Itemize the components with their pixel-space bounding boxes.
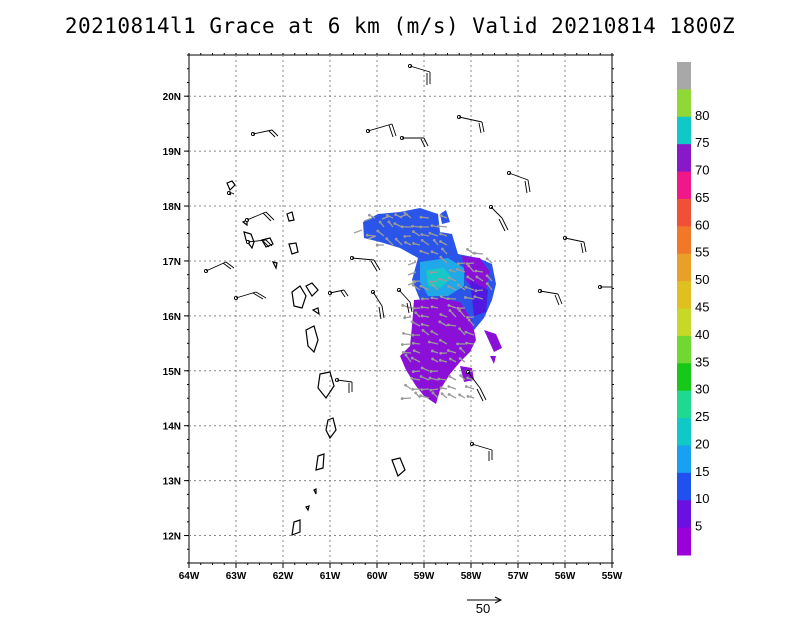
colorbar-label: 15 [695, 464, 709, 479]
lon-tick-label: 57W [508, 571, 529, 582]
colorbar-label: 25 [695, 409, 709, 424]
lat-tick-label: 13N [163, 477, 181, 488]
colorbar-swatch [677, 144, 691, 173]
wind-barbs [203, 63, 612, 461]
colorbar-label: 40 [695, 327, 709, 342]
lat-tick-label: 15N [163, 367, 181, 378]
lon-tick-label: 60W [367, 571, 388, 582]
colorbar-label: 60 [695, 217, 709, 232]
lon-tick-label: 56W [555, 571, 576, 582]
colorbar-swatch [677, 445, 691, 474]
colorbar-swatch [677, 89, 691, 118]
colorbar-swatch [677, 281, 691, 309]
reference-vector-label: 50 [476, 601, 490, 616]
colorbar-swatch [677, 472, 691, 501]
colorbar-swatch [677, 335, 691, 364]
colorbar-swatch [677, 253, 691, 282]
colorbar-label: 50 [695, 272, 709, 287]
colorbar-swatch [677, 171, 691, 200]
colorbar-label: 75 [695, 135, 709, 150]
colorbar-label: 70 [695, 163, 709, 178]
lon-tick-label: 61W [320, 571, 341, 582]
colorbar-label: 55 [695, 245, 709, 260]
colorbar-swatch [677, 62, 691, 90]
colorbar-swatch [677, 226, 691, 255]
lon-tick-label: 62W [273, 571, 294, 582]
coastline [226, 180, 406, 536]
lon-tick-label: 55W [602, 571, 623, 582]
colorbar-label: 5 [695, 519, 702, 534]
colorbar-swatch [677, 308, 691, 337]
colorbar-swatch [677, 390, 691, 419]
reference-vector: 50 [467, 596, 503, 616]
colorbar-swatch [677, 198, 691, 227]
colorbar-swatch [677, 527, 691, 556]
colorbar-label: 10 [695, 491, 709, 506]
colorbar: 5 10 15 20 25 30 35 40 45 50 55 60 65 70 75 80 [677, 62, 709, 556]
colorbar-swatch [677, 418, 691, 446]
lon-tick-label: 64W [179, 571, 200, 582]
colorbar-label: 65 [695, 190, 709, 205]
colorbar-swatch [677, 500, 691, 529]
lat-tick-label: 19N [163, 147, 181, 158]
lat-tick-label: 14N [163, 422, 181, 433]
colorbar-swatch [677, 363, 691, 392]
map-axes: 64W 63W 62W 61W 60W 59W 58W 57W 56W 55W 20N 19N 18N 1… [163, 53, 623, 582]
lat-tick-label: 12N [163, 532, 181, 543]
wind-vectors [353, 211, 493, 400]
colorbar-label: 45 [695, 300, 709, 315]
colorbar-label: 30 [695, 382, 709, 397]
lat-tick-label: 18N [163, 202, 181, 213]
colorbar-label: 35 [695, 354, 709, 369]
colorbar-swatch [677, 116, 691, 145]
map-frame [188, 54, 613, 564]
lon-tick-label: 59W [414, 571, 435, 582]
colorbar-label: 80 [695, 108, 709, 123]
lat-tick-label: 20N [163, 92, 181, 103]
lon-tick-label: 58W [461, 571, 482, 582]
colorbar-label: 20 [695, 436, 709, 451]
lon-tick-label: 63W [226, 571, 247, 582]
lat-tick-label: 16N [163, 312, 181, 323]
lat-tick-label: 17N [163, 257, 181, 268]
map-grid [189, 55, 612, 563]
map-title: 20210814l1 Grace at 6 km (m/s) Valid 202… [64, 14, 736, 38]
